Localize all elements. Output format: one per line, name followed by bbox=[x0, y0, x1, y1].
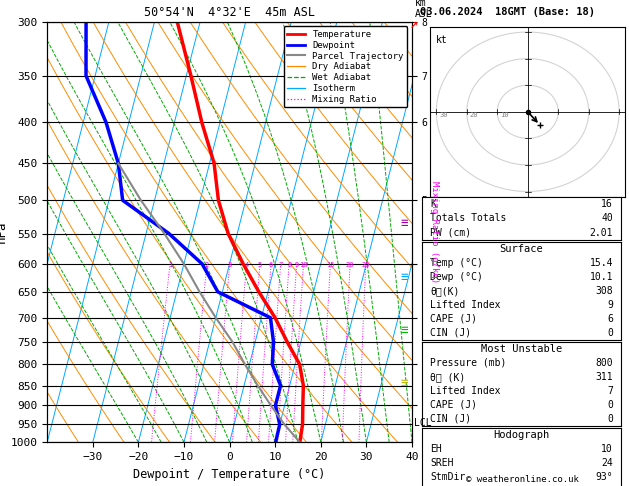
Text: 0: 0 bbox=[607, 328, 613, 338]
Text: 311: 311 bbox=[595, 372, 613, 382]
Text: ↗: ↗ bbox=[409, 17, 418, 31]
Text: Most Unstable: Most Unstable bbox=[481, 344, 562, 354]
Text: 24: 24 bbox=[601, 458, 613, 468]
Text: EH: EH bbox=[430, 444, 442, 454]
Text: 6: 6 bbox=[269, 262, 273, 268]
Text: 50°54'N  4°32'E  45m ASL: 50°54'N 4°32'E 45m ASL bbox=[144, 6, 315, 19]
Text: 4: 4 bbox=[245, 262, 248, 268]
Text: Mixing Ratio (g/kg): Mixing Ratio (g/kg) bbox=[430, 181, 438, 283]
Text: θᴇ(K): θᴇ(K) bbox=[430, 286, 459, 296]
Text: CIN (J): CIN (J) bbox=[430, 328, 471, 338]
Text: 20: 20 bbox=[470, 112, 478, 118]
Text: 40: 40 bbox=[601, 213, 613, 224]
Text: 2.01: 2.01 bbox=[589, 228, 613, 238]
Text: 2: 2 bbox=[205, 262, 209, 268]
Text: K: K bbox=[430, 199, 436, 209]
Text: Lifted Index: Lifted Index bbox=[430, 386, 501, 396]
Text: 15: 15 bbox=[326, 262, 335, 268]
Text: 0: 0 bbox=[607, 399, 613, 410]
Text: 10.1: 10.1 bbox=[589, 272, 613, 282]
X-axis label: Dewpoint / Temperature (°C): Dewpoint / Temperature (°C) bbox=[133, 468, 326, 481]
Text: ≡: ≡ bbox=[401, 378, 408, 390]
Text: 6: 6 bbox=[607, 314, 613, 324]
Text: 03.06.2024  18GMT (Base: 18): 03.06.2024 18GMT (Base: 18) bbox=[420, 7, 595, 17]
Text: θᴇ (K): θᴇ (K) bbox=[430, 372, 465, 382]
Text: 30: 30 bbox=[440, 112, 448, 118]
Text: 8: 8 bbox=[287, 262, 291, 268]
Text: Dewp (°C): Dewp (°C) bbox=[430, 272, 483, 282]
Text: LCL: LCL bbox=[414, 417, 431, 428]
Text: km
ASL: km ASL bbox=[415, 0, 433, 19]
Text: Pressure (mb): Pressure (mb) bbox=[430, 358, 506, 368]
Text: Hodograph: Hodograph bbox=[493, 430, 550, 440]
Text: 20: 20 bbox=[346, 262, 354, 268]
Text: Temp (°C): Temp (°C) bbox=[430, 258, 483, 268]
Text: Lifted Index: Lifted Index bbox=[430, 300, 501, 310]
Text: 1: 1 bbox=[168, 262, 172, 268]
Text: © weatheronline.co.uk: © weatheronline.co.uk bbox=[465, 474, 579, 484]
Text: 9: 9 bbox=[607, 300, 613, 310]
Text: 7: 7 bbox=[607, 386, 613, 396]
Text: Totals Totals: Totals Totals bbox=[430, 213, 506, 224]
Text: 15.4: 15.4 bbox=[589, 258, 613, 268]
Text: CIN (J): CIN (J) bbox=[430, 414, 471, 424]
Text: 16: 16 bbox=[601, 199, 613, 209]
Text: 25: 25 bbox=[362, 262, 370, 268]
Text: ≡: ≡ bbox=[401, 271, 408, 283]
Text: 10: 10 bbox=[500, 112, 509, 118]
Text: 10: 10 bbox=[299, 262, 308, 268]
Text: StmDir: StmDir bbox=[430, 472, 465, 482]
Text: 308: 308 bbox=[595, 286, 613, 296]
Text: 7: 7 bbox=[279, 262, 283, 268]
Text: kt: kt bbox=[437, 35, 448, 45]
Text: 5: 5 bbox=[258, 262, 262, 268]
Text: SREH: SREH bbox=[430, 458, 454, 468]
Text: 800: 800 bbox=[595, 358, 613, 368]
Text: Surface: Surface bbox=[499, 244, 543, 254]
Text: PW (cm): PW (cm) bbox=[430, 228, 471, 238]
Text: 10: 10 bbox=[601, 444, 613, 454]
Text: 3: 3 bbox=[228, 262, 232, 268]
Text: 93°: 93° bbox=[595, 472, 613, 482]
Y-axis label: hPa: hPa bbox=[0, 221, 8, 243]
Legend: Temperature, Dewpoint, Parcel Trajectory, Dry Adiabat, Wet Adiabat, Isotherm, Mi: Temperature, Dewpoint, Parcel Trajectory… bbox=[284, 26, 408, 107]
Text: ≡: ≡ bbox=[401, 324, 408, 337]
Text: ≡: ≡ bbox=[401, 217, 408, 230]
Text: 9: 9 bbox=[294, 262, 299, 268]
Text: CAPE (J): CAPE (J) bbox=[430, 399, 477, 410]
Text: CAPE (J): CAPE (J) bbox=[430, 314, 477, 324]
Text: 0: 0 bbox=[607, 414, 613, 424]
